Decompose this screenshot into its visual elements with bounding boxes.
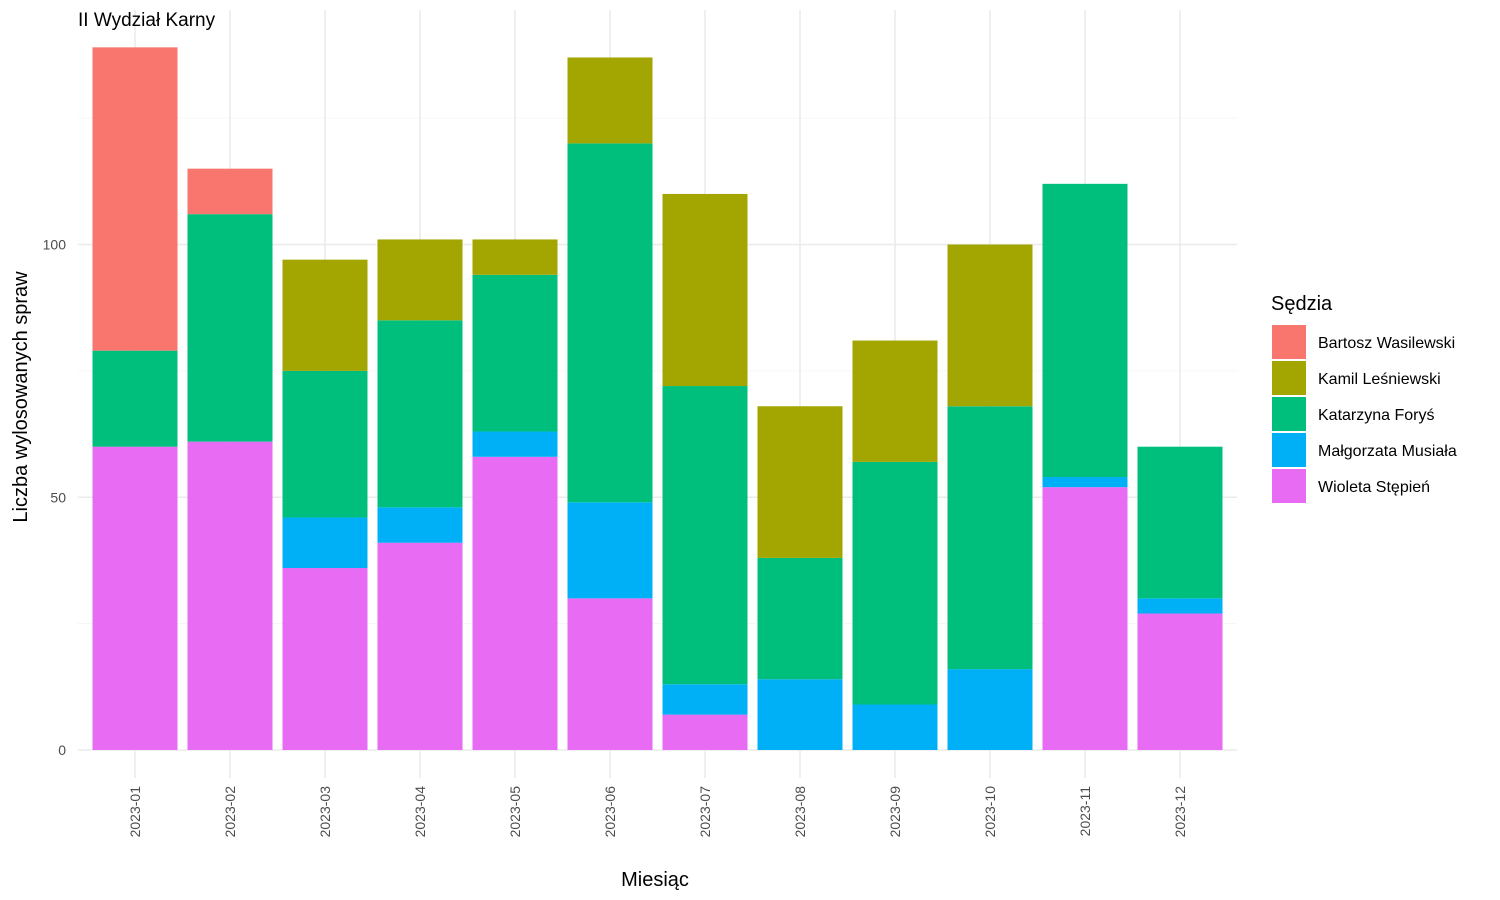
x-tick-label: 2023-08 [792,786,808,838]
bar-segment [852,340,938,462]
y-tick-label: 50 [50,489,66,505]
x-tick-label: 2023-09 [887,786,903,838]
bar-segment [472,274,558,432]
bar-segment [472,239,558,275]
bar-segment [187,214,273,442]
legend-key [1272,361,1306,395]
x-axis-ticks: 2023-01 2023-02 2023-03 2023-04 2023-05 2023-… [127,786,1188,838]
y-tick-label: 100 [43,237,67,253]
bar-segment [852,704,938,750]
x-tick-label: 2023-10 [982,786,998,838]
x-tick-label: 2023-02 [222,786,238,838]
x-tick-label: 2023-03 [317,786,333,838]
x-tick-label: 2023-12 [1172,786,1188,838]
bar-segment [662,714,748,750]
bar-segment [282,370,368,518]
bar-segment [1042,487,1128,750]
legend-key [1272,433,1306,467]
bars [92,47,1223,750]
chart-title: II Wydział Karny [78,10,216,31]
bar-segment [662,684,748,715]
bar-segment [282,568,368,750]
bar-segment [852,461,938,705]
bar-segment [1137,598,1223,614]
y-axis-ticks: 0 50 100 [43,237,67,759]
bar-segment [947,669,1033,750]
x-tick-label: 2023-04 [412,786,428,838]
bar-segment [377,239,463,321]
bar-segment [92,446,178,750]
bar-segment [662,386,748,685]
legend-key [1272,325,1306,359]
y-tick-label: 0 [58,742,66,758]
y-axis-title: Liczba wylosowanych spraw [10,271,32,523]
bar-segment [282,517,368,569]
bar-segment [947,406,1033,670]
bar-segment [567,598,653,750]
bar-segment [662,193,748,387]
legend-label: Wioleta Stępień [1318,479,1430,496]
bar-segment [1042,477,1128,488]
bar-segment [757,557,843,680]
bar-segment [92,350,178,447]
bar-segment [757,679,843,750]
x-tick-label: 2023-01 [127,786,143,838]
bar-segment [947,244,1033,407]
bar-segment [377,320,463,508]
bar-segment [1137,446,1223,599]
bar-segment [1137,613,1223,750]
legend-label: Kamil Leśniewski [1318,371,1441,388]
bar-segment [377,507,463,543]
legend-title: Sędzia [1271,293,1333,315]
bar-segment [187,168,273,215]
bar-segment [757,406,843,558]
legend-label: Bartosz Wasilewski [1318,335,1455,352]
x-tick-label: 2023-06 [602,786,618,838]
x-tick-label: 2023-11 [1077,786,1093,837]
bar-segment [1042,183,1128,478]
legend-label: Katarzyna Foryś [1318,407,1434,424]
bar-segment [567,143,653,503]
legend-key [1272,397,1306,431]
bar-segment [567,57,653,144]
bar-segment [377,542,463,750]
legend-label: Małgorzata Musiała [1318,443,1457,460]
bar-segment [92,47,178,351]
x-tick-label: 2023-07 [697,786,713,838]
bar-segment [567,502,653,599]
legend-key [1272,469,1306,503]
bar-segment [282,259,368,371]
bar-segment [472,456,558,750]
x-tick-label: 2023-05 [507,786,523,838]
bar-segment [187,441,273,750]
bar-segment [472,431,558,457]
legend: Sędzia Bartosz Wasilewski Kamil Leśniewsk… [1271,293,1457,503]
x-axis-title: Miesiąc [621,869,689,891]
